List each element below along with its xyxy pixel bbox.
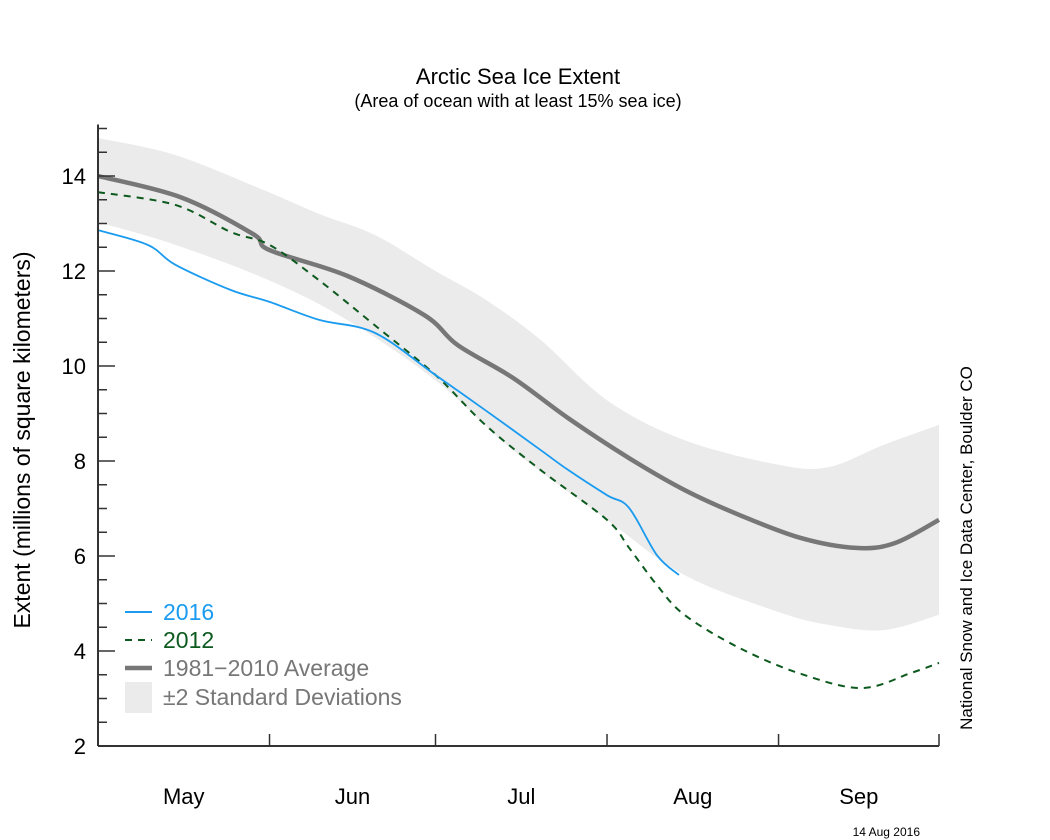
- x-tick-label: Jun: [335, 784, 370, 809]
- chart-subtitle: (Area of ocean with at least 15% sea ice…: [354, 91, 681, 111]
- legend-label: 2012: [163, 627, 214, 653]
- credit-text: National Snow and Ice Data Center, Bould…: [957, 366, 976, 730]
- x-tick-label: May: [163, 784, 205, 809]
- x-tick-label: Jul: [507, 784, 535, 809]
- legend-label: 2016: [163, 599, 214, 625]
- legend-label: ±2 Standard Deviations: [163, 684, 402, 710]
- x-tick-label: Sep: [839, 784, 878, 809]
- plot-area: [97, 138, 941, 690]
- x-tick-label: Aug: [673, 784, 712, 809]
- y-tick-label: 4: [74, 639, 86, 664]
- date-stamp: 14 Aug 2016: [853, 825, 921, 839]
- axes: 2 4 6 8 10 12 14 May Jun Jul Aug Sep: [62, 124, 940, 809]
- y-axis-label: Extent (millions of square kilometers): [9, 251, 35, 628]
- y-tick-label: 2: [74, 734, 86, 759]
- legend-swatch-band: [125, 682, 152, 713]
- series-line-2016: [97, 229, 680, 576]
- series-line-2012: [97, 191, 940, 690]
- chart-title: Arctic Sea Ice Extent: [416, 64, 620, 89]
- y-tick-label: 14: [62, 164, 86, 189]
- y-tick-label: 8: [74, 449, 86, 474]
- legend-label: 1981−2010 Average: [163, 655, 369, 681]
- y-tick-label: 10: [62, 354, 86, 379]
- y-tick-label: 6: [74, 544, 86, 569]
- y-tick-label: 12: [62, 259, 86, 284]
